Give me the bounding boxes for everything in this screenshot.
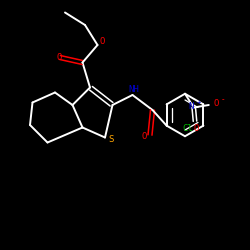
Text: +: + bbox=[197, 99, 202, 105]
Text: N: N bbox=[188, 102, 194, 111]
Text: NH: NH bbox=[128, 85, 139, 94]
Text: O: O bbox=[213, 99, 218, 108]
Text: O: O bbox=[100, 37, 105, 46]
Text: Cl: Cl bbox=[182, 124, 193, 133]
Text: O: O bbox=[56, 53, 62, 62]
Text: O: O bbox=[194, 124, 199, 133]
Text: -: - bbox=[221, 96, 226, 104]
Text: O: O bbox=[141, 132, 146, 141]
Text: S: S bbox=[108, 136, 114, 144]
